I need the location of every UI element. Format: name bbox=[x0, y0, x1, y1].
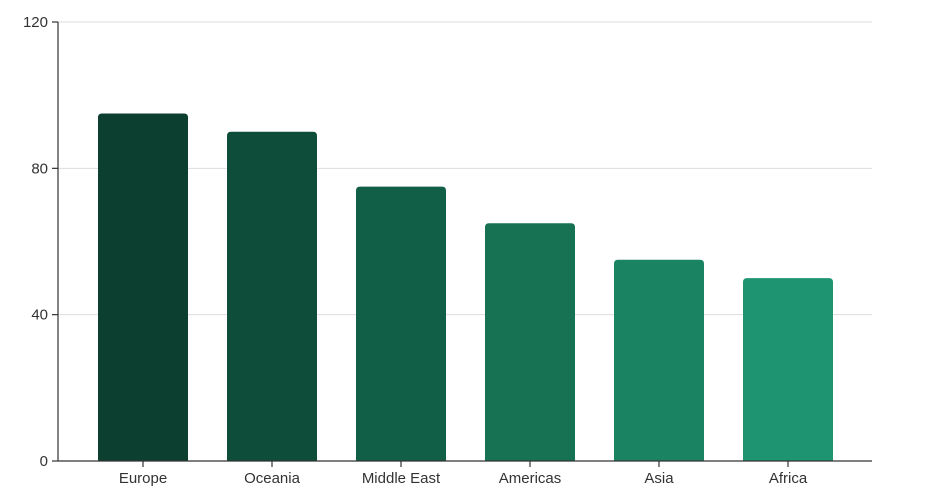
x-tick-label: Africa bbox=[769, 470, 808, 487]
x-tick-label: Asia bbox=[644, 470, 674, 487]
y-tick-label: 80 bbox=[31, 160, 48, 177]
gridlines bbox=[58, 21, 872, 316]
bar-americas[interactable] bbox=[485, 223, 575, 461]
labels: 0 40 80 120 Europe Oceania Middle East Americas… bbox=[23, 14, 808, 487]
bar-middle-east[interactable] bbox=[356, 186, 446, 461]
bar-europe[interactable] bbox=[98, 113, 188, 461]
x-tick-label: Americas bbox=[499, 470, 562, 487]
axes bbox=[52, 21, 872, 467]
x-tick-label: Middle East bbox=[362, 470, 441, 487]
x-tick-label: Europe bbox=[119, 470, 167, 487]
x-tick-label: Oceania bbox=[244, 470, 301, 487]
y-tick-label: 40 bbox=[31, 307, 48, 324]
bar-oceania[interactable] bbox=[227, 131, 317, 461]
y-tick-label: 0 bbox=[40, 453, 48, 470]
bar-asia[interactable] bbox=[614, 259, 704, 461]
bars bbox=[98, 113, 833, 461]
y-tick-label: 120 bbox=[23, 14, 48, 31]
bar-africa[interactable] bbox=[743, 278, 833, 461]
